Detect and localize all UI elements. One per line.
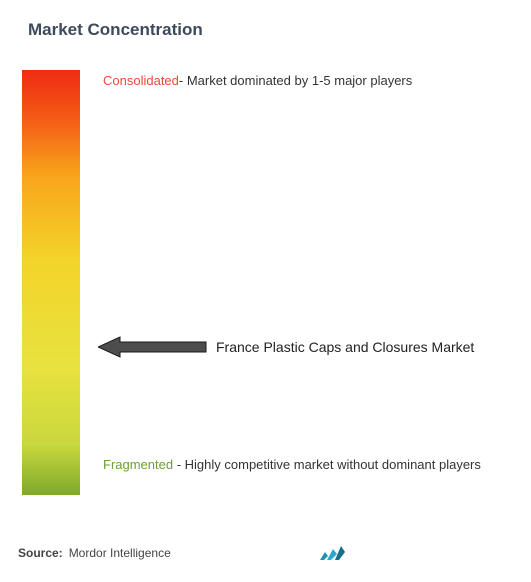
gradient-scale-bar [22, 70, 80, 495]
source-label: Source: [18, 546, 63, 560]
logo-bar-2 [327, 549, 337, 560]
concentration-chart: Consolidated- Market dominated by 1-5 ma… [18, 70, 513, 510]
page-title: Market Concentration [28, 20, 513, 40]
fragmented-keyword: Fragmented [103, 457, 173, 472]
market-position-marker: France Plastic Caps and Closures Market [98, 335, 474, 359]
fragmented-text: - Highly competitive market without domi… [173, 457, 481, 472]
arrow-left-icon [98, 335, 208, 359]
logo-bar-1 [320, 552, 328, 560]
fragmented-label: Fragmented - Highly competitive market w… [103, 455, 481, 475]
source-value: Mordor Intelligence [69, 546, 171, 560]
mordor-logo-icon [317, 544, 347, 562]
logo-bar-3 [335, 546, 345, 560]
source-footer: Source: Mordor Intelligence [18, 544, 513, 562]
market-name-label: France Plastic Caps and Closures Market [216, 339, 474, 355]
consolidated-text: - Market dominated by 1-5 major players [179, 73, 412, 88]
consolidated-keyword: Consolidated [103, 73, 179, 88]
consolidated-label: Consolidated- Market dominated by 1-5 ma… [103, 72, 412, 90]
